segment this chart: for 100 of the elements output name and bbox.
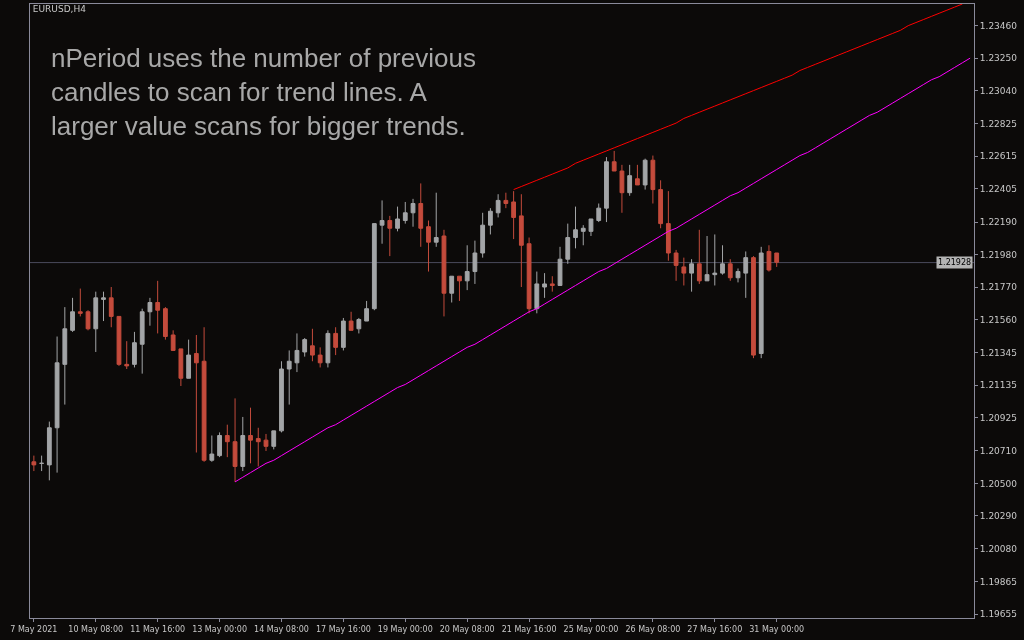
candlestick	[310, 328, 315, 362]
candlestick	[201, 326, 207, 463]
candlestick	[480, 212, 486, 259]
candlestick	[387, 215, 393, 257]
candlestick	[132, 331, 137, 368]
y-tick-label: 1.20925	[979, 412, 1018, 423]
x-tick-label: 14 May 08:00	[254, 624, 309, 634]
candlestick	[681, 257, 687, 286]
y-tick-label: 1.21770	[979, 282, 1018, 293]
x-tick-label: 27 May 16:00	[687, 624, 743, 634]
candlestick	[294, 332, 300, 373]
candlestick	[356, 317, 362, 334]
y-tick-label: 1.22190	[979, 217, 1018, 228]
y-tick-label: 1.19865	[979, 576, 1018, 587]
y-tick-label: 1.21980	[979, 249, 1018, 260]
candlestick	[240, 416, 246, 472]
candlestick	[720, 244, 725, 276]
candlestick	[642, 158, 648, 191]
candlestick	[395, 206, 400, 232]
x-tick-label: 13 May 00:00	[192, 624, 247, 634]
candlestick	[85, 309, 91, 331]
candlestick	[286, 349, 292, 406]
candlestick	[441, 229, 447, 317]
candlestick	[271, 430, 277, 450]
y-tick-label: 1.19655	[979, 609, 1018, 620]
y-tick-label: 1.21345	[979, 347, 1018, 358]
candlestick	[743, 250, 749, 299]
candlestick	[433, 192, 439, 248]
candlestick	[658, 179, 664, 229]
candlestick	[224, 424, 230, 458]
candlestick	[611, 150, 617, 172]
candlestick	[93, 291, 99, 353]
x-tick-label: 20 May 08:00	[439, 624, 495, 634]
x-tick-label: 25 May 00:00	[563, 624, 619, 634]
candlestick	[101, 291, 106, 322]
y-tick-label: 1.20290	[979, 511, 1018, 522]
candlestick	[596, 203, 602, 223]
candlestick	[565, 223, 571, 265]
candlestick	[588, 218, 594, 237]
candlestick	[696, 229, 702, 285]
candlestick	[186, 339, 192, 379]
candlestick	[70, 297, 75, 333]
x-tick-label: 10 May 08:00	[68, 624, 124, 634]
candlestick	[170, 329, 176, 351]
y-tick-label: 1.20500	[979, 478, 1018, 489]
candlestick	[178, 348, 184, 387]
candlestick	[116, 315, 122, 367]
candlestick	[255, 427, 261, 467]
candlestick	[627, 164, 633, 197]
candlestick	[557, 246, 563, 286]
candlestick	[248, 407, 253, 464]
candlestick	[673, 249, 679, 282]
candlestick	[727, 258, 733, 282]
annotation: nPeriod uses the number of previous candles to scan for trend lines. A larger value scans for bigger trends.	[51, 43, 476, 141]
x-tick-label: 31 May 00:00	[749, 624, 805, 634]
line-series	[513, 4, 963, 191]
candlestick	[751, 255, 756, 359]
candlestick	[379, 199, 385, 245]
y-tick-label: 1.20710	[979, 446, 1018, 457]
candlestick	[604, 156, 609, 223]
y-tick-label: 1.23460	[979, 20, 1018, 31]
candlestick	[735, 267, 741, 283]
candlestick	[147, 297, 153, 327]
candlestick	[209, 435, 215, 463]
candlestick	[39, 455, 44, 472]
candlestick	[518, 193, 524, 288]
candlestick	[217, 431, 222, 458]
candlestick	[712, 233, 718, 286]
y-tick-label: 1.20080	[979, 543, 1018, 554]
candlestick	[232, 397, 238, 483]
y-tick-label: 1.22405	[979, 183, 1018, 194]
candlestick	[139, 308, 145, 375]
candlestick	[549, 275, 555, 293]
candlestick	[62, 306, 68, 406]
x-tick-label: 17 May 16:00	[315, 624, 371, 634]
candlestick	[418, 182, 424, 248]
candlestick	[464, 244, 470, 291]
candlestick	[193, 334, 199, 454]
candlestick	[758, 246, 764, 359]
candlestick	[511, 190, 516, 240]
candlestick	[542, 272, 547, 299]
candlestick	[503, 192, 509, 209]
candlestick	[619, 164, 625, 214]
candlestick	[155, 280, 161, 334]
candlestick	[495, 193, 501, 218]
candlestick	[348, 311, 354, 331]
candlestick	[279, 360, 284, 433]
y-tick-label: 1.23250	[979, 53, 1018, 64]
x-tick-label: 7 May 2021	[10, 624, 58, 634]
candlestick	[650, 155, 656, 205]
candlestick	[364, 300, 369, 322]
ref-line-label: 1.21928	[938, 258, 972, 267]
candlestick	[766, 244, 772, 273]
candlestick	[534, 271, 540, 314]
y-tick-label: 1.22615	[979, 151, 1018, 162]
candlestick	[426, 220, 431, 273]
x-tick-label: 19 May 00:00	[377, 624, 433, 634]
candlestick	[488, 207, 493, 235]
candlestick	[580, 224, 586, 246]
candlestick	[573, 206, 578, 249]
